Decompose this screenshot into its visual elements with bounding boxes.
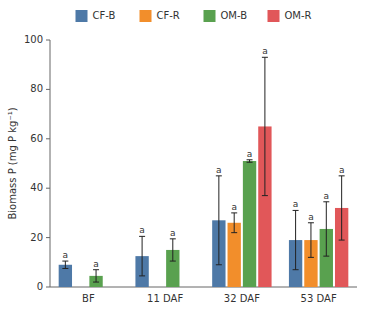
error-bar	[170, 239, 176, 261]
tick-mark	[46, 89, 50, 90]
y-axis: 0 20 40 60 80 100	[24, 34, 50, 292]
significance-letter: a	[231, 202, 237, 212]
error-bar	[231, 213, 237, 233]
error-bar	[93, 270, 99, 282]
letters: aaaaaaaaaaaa	[63, 46, 345, 268]
tick-mark	[46, 287, 50, 288]
significance-letter: a	[262, 46, 268, 56]
x-axis: BF 11 DAF 32 DAF 53 DAF	[50, 287, 357, 304]
bar	[59, 265, 72, 287]
significance-letter: a	[339, 165, 345, 175]
error-bar	[293, 210, 299, 269]
significance-letter: a	[324, 191, 330, 201]
tick-mark	[46, 188, 50, 189]
tick-mark	[46, 40, 50, 41]
legend-swatch	[140, 10, 152, 22]
y-axis-label: Biomass P (mg P kg⁻¹)	[7, 107, 18, 219]
legend: CF-B CF-R OM-B OM-R	[76, 10, 312, 22]
tick-label: 60	[30, 133, 43, 144]
error-bar	[62, 261, 68, 268]
significance-letter: a	[139, 225, 145, 235]
error-bar	[139, 236, 145, 276]
tick-label: 11 DAF	[147, 293, 183, 304]
error-bar	[247, 160, 253, 162]
error-bar	[308, 223, 314, 258]
chart: 0 20 40 60 80 100 Biomass P (mg P kg⁻¹) BF 11 DA…	[0, 0, 367, 315]
legend-label: OM-R	[285, 10, 312, 21]
error-bar	[339, 176, 345, 240]
error-bar	[262, 57, 268, 195]
bar	[243, 161, 256, 287]
legend-label: CF-R	[157, 10, 180, 21]
tick-label: 0	[37, 281, 43, 292]
axis-line	[50, 40, 51, 287]
legend-label: CF-B	[93, 10, 116, 21]
significance-letter: a	[63, 250, 69, 260]
significance-letter: a	[308, 212, 314, 222]
significance-letter: a	[216, 165, 222, 175]
tick-label: BF	[82, 293, 95, 304]
significance-letter: a	[293, 199, 299, 209]
legend-swatch	[76, 10, 88, 22]
legend-swatch	[204, 10, 216, 22]
error-bar	[323, 202, 329, 256]
tick-mark	[46, 237, 50, 238]
tick-label: 40	[30, 182, 43, 193]
legend-label: OM-B	[221, 10, 248, 21]
bar	[228, 223, 241, 287]
tick-label: 20	[30, 232, 43, 243]
tick-label: 80	[30, 83, 43, 94]
significance-letter: a	[247, 149, 253, 159]
error-bar	[216, 176, 222, 265]
legend-swatch	[268, 10, 280, 22]
tick-label: 32 DAF	[224, 293, 260, 304]
tick-label: 53 DAF	[301, 293, 337, 304]
significance-letter: a	[170, 228, 176, 238]
significance-letter: a	[93, 259, 99, 269]
tick-mark	[46, 138, 50, 139]
tick-label: 100	[24, 34, 43, 45]
plot-area	[59, 57, 349, 287]
